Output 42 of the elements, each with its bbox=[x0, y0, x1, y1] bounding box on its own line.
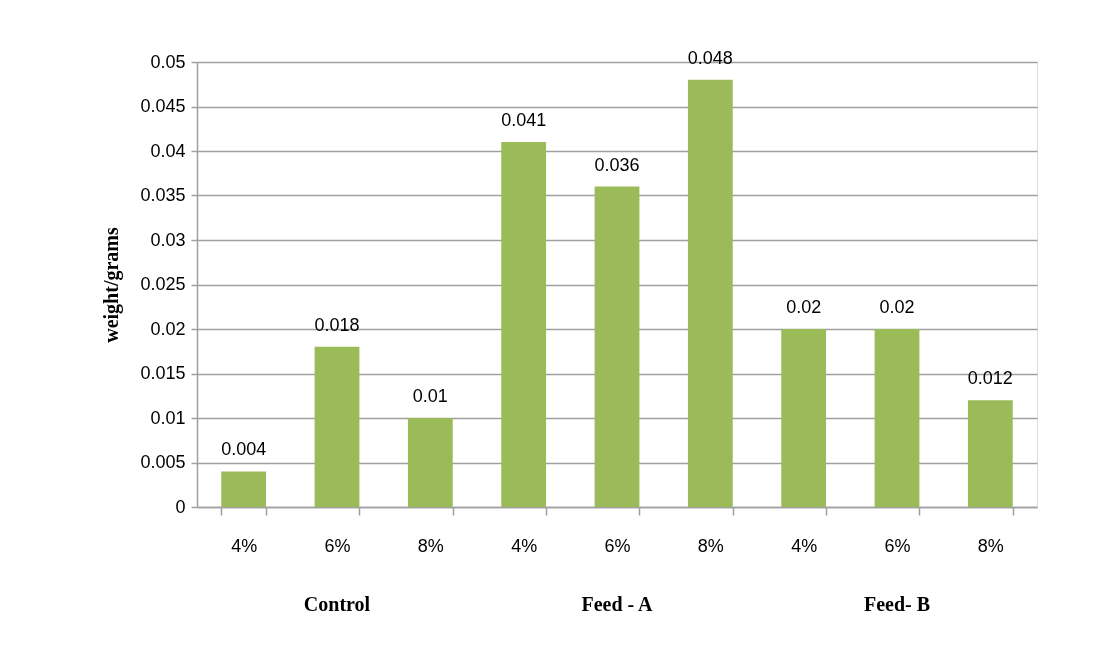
data-label: 0.012 bbox=[967, 368, 1013, 389]
x-tick-label: 8% bbox=[977, 535, 1004, 556]
y-tick-label: 0.03 bbox=[150, 229, 186, 250]
bar bbox=[221, 471, 267, 507]
y-tick-label: 0.04 bbox=[150, 140, 186, 161]
y-tick-label: 0.035 bbox=[140, 185, 186, 205]
y-axis-title: weight/grams bbox=[100, 227, 124, 343]
x-tick-label: 6% bbox=[604, 535, 631, 556]
x-tick-label: 4% bbox=[231, 535, 258, 556]
data-label: 0.02 bbox=[786, 297, 822, 317]
data-label: 0.041 bbox=[501, 110, 547, 131]
bar bbox=[687, 79, 733, 507]
data-label: 0.02 bbox=[879, 297, 915, 317]
bar bbox=[967, 400, 1013, 507]
bar bbox=[501, 142, 547, 507]
data-label: 0.004 bbox=[221, 439, 267, 460]
x-tick-label: 4% bbox=[511, 535, 538, 556]
x-tick-label: 4% bbox=[791, 535, 818, 556]
text: Control bbox=[303, 593, 371, 615]
y-tick-label: 0 bbox=[175, 496, 186, 517]
bar bbox=[781, 329, 827, 507]
text: Feed - A bbox=[581, 593, 654, 615]
x-tick-label: 8% bbox=[417, 535, 444, 556]
y-tick-label: 0.025 bbox=[140, 274, 186, 294]
bar bbox=[874, 329, 920, 507]
y-tick-label: 0.02 bbox=[150, 318, 186, 339]
text: Feed- B bbox=[863, 593, 931, 615]
data-label: 0.01 bbox=[412, 386, 448, 406]
x-tick-label: 6% bbox=[884, 535, 911, 556]
data-label: 0.048 bbox=[687, 47, 733, 68]
y-tick-label: 0.015 bbox=[140, 363, 186, 383]
data-label: 0.036 bbox=[594, 154, 640, 175]
y-tick-label: 0.05 bbox=[150, 51, 186, 72]
data-label: 0.018 bbox=[314, 314, 360, 335]
bar bbox=[594, 186, 640, 507]
y-tick-label: 0.01 bbox=[150, 407, 186, 428]
bar bbox=[314, 346, 360, 507]
y-tick-label: 0.045 bbox=[140, 96, 186, 116]
y-tick-label: 0.005 bbox=[140, 452, 186, 472]
x-tick-label: 6% bbox=[324, 535, 351, 556]
bar bbox=[407, 418, 453, 507]
x-tick-label: 8% bbox=[697, 535, 724, 556]
